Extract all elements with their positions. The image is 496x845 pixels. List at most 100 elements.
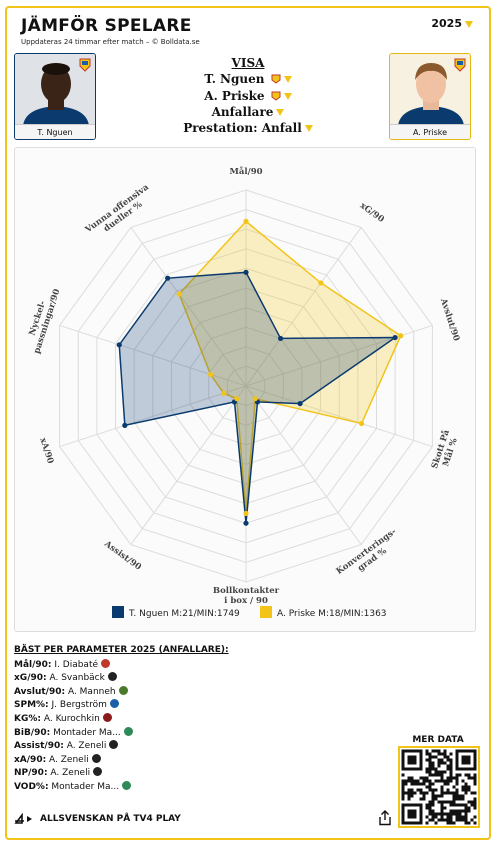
best-param: KG%:	[14, 713, 41, 724]
axis-label: Vunna offensivadueller %	[83, 182, 157, 244]
best-param: NP/90:	[14, 768, 48, 779]
radar-point	[116, 342, 122, 348]
qr-code-image	[401, 749, 477, 825]
axis-label: Nyckel-passningar/90	[23, 285, 63, 355]
radar-point	[398, 333, 404, 339]
best-player: A. Zeneli	[47, 768, 91, 779]
visa-heading: VISA	[231, 56, 265, 70]
year-selector[interactable]: 2025	[431, 17, 473, 30]
best-row: Avslut/90: A. Manneh	[14, 685, 229, 700]
club-badge-icon	[271, 91, 281, 101]
player-card-left[interactable]: T. Nguen	[14, 53, 96, 140]
player-card-right[interactable]: A. Priske	[389, 53, 471, 140]
club-badge-icon	[118, 685, 128, 695]
tv4-play-link[interactable]: ALLSVENSKAN PÅ TV4 PLAY	[14, 813, 181, 825]
radar-point	[234, 396, 240, 402]
axis-label: xA/90	[37, 437, 55, 465]
radar-spoke	[245, 385, 362, 545]
tv4-logo-icon	[14, 813, 32, 824]
best-player: Montader Ma...	[50, 727, 121, 738]
radar-point	[176, 291, 182, 297]
club-badge-icon	[102, 712, 112, 722]
best-player: A. Kurochkin	[40, 713, 100, 724]
radar-chart: Mål/90 xG/90 Avslut/90 Skott PåMål % Konvert…	[14, 147, 476, 632]
radar-spoke	[59, 385, 247, 448]
club-badge-icon	[271, 74, 281, 84]
club-badge-icon	[122, 780, 132, 790]
club-badge-icon	[93, 767, 103, 777]
chevron-down-icon	[283, 76, 292, 84]
radar-point	[243, 269, 249, 275]
best-row: BiB/90: Montader Ma...	[14, 726, 229, 741]
chevron-down-icon	[283, 92, 292, 100]
best-param: VOD%:	[14, 781, 49, 792]
radar-point	[243, 218, 249, 224]
best-heading: BÄST PER PARAMETER 2025 (ANFALLARE):	[14, 645, 229, 655]
update-note: Uppdateras 24 timmar efter match – © Bol…	[21, 38, 200, 46]
axis-label: Bollkontakter i box / 90	[213, 586, 280, 606]
legend-swatch	[260, 606, 272, 618]
best-player: Montader Ma...	[48, 781, 120, 792]
share-icon[interactable]	[378, 810, 392, 826]
club-badge-icon	[109, 740, 119, 750]
radar-point	[277, 335, 284, 342]
best-param: SPM%:	[14, 700, 49, 711]
radar-point	[392, 334, 398, 341]
best-param: xA/90:	[14, 754, 47, 765]
chevron-down-icon	[465, 20, 473, 28]
club-badge-icon	[107, 672, 117, 682]
best-player: A. Svanbäck	[46, 673, 105, 684]
player-name-right: A. Priske	[390, 124, 470, 139]
radar-point	[165, 275, 171, 281]
radar-spoke	[245, 227, 362, 387]
best-row: Mål/90: I. Diabaté	[14, 658, 229, 673]
best-row: Assist/90: A. Zeneli	[14, 740, 229, 754]
radar-point	[243, 520, 249, 526]
best-row: SPM%: J. Bergström	[14, 699, 229, 713]
legend-label: A. Priske M:18/MIN:1363	[277, 609, 387, 619]
best-per-parameter: BÄST PER PARAMETER 2025 (ANFALLARE): Mål…	[14, 644, 229, 795]
player2-selector[interactable]: A. Priske	[160, 88, 336, 104]
best-row: KG%: A. Kurochkin	[14, 712, 229, 727]
best-row: xA/90: A. Zeneli	[14, 753, 229, 768]
prestation-value: Prestation: Anfall	[183, 121, 302, 136]
axis-label: Mål/90	[229, 165, 262, 177]
player-name-left: T. Nguen	[15, 124, 95, 139]
prestation-selector[interactable]: Prestation: Anfall	[160, 120, 336, 136]
club-badge-icon	[101, 658, 111, 668]
visa-panel: VISA T. Nguen A. Priske Anfallare Presta…	[160, 55, 336, 136]
radar-point	[243, 510, 249, 516]
best-row: NP/90: A. Zeneli	[14, 767, 229, 781]
radar-point	[207, 371, 214, 378]
best-player: I. Diabaté	[51, 659, 99, 670]
radar-spoke	[130, 227, 247, 387]
club-badge-icon	[91, 753, 101, 763]
best-player: J. Bergström	[48, 700, 107, 711]
radar-spoke	[59, 324, 247, 387]
position-selector[interactable]: Anfallare	[160, 104, 336, 120]
year-value: 2025	[431, 17, 462, 30]
legend-swatch	[112, 606, 124, 618]
radar-point	[122, 422, 128, 428]
best-param: BiB/90:	[14, 727, 51, 738]
best-param: Assist/90:	[14, 741, 64, 752]
best-player: A. Zeneli	[46, 754, 89, 765]
player1-value: T. Nguen	[204, 72, 265, 87]
qr-code[interactable]	[398, 746, 480, 828]
best-row: VOD%: Montader Ma...	[14, 780, 229, 795]
player1-selector[interactable]: T. Nguen	[160, 71, 336, 87]
axis-label: Konverterings-grad %	[335, 527, 405, 585]
radar-spoke	[245, 385, 433, 448]
more-data-label: MER DATA	[412, 735, 464, 745]
radar-svg: Mål/90 xG/90 Avslut/90 Skott PåMål % Konvert…	[23, 165, 462, 619]
page-title: JÄMFÖR SPELARE	[21, 16, 192, 36]
best-param: xG/90:	[14, 673, 47, 684]
axis-label: xG/90	[358, 201, 386, 225]
best-row: xG/90: A. Svanbäck	[14, 672, 229, 686]
club-badge-icon	[79, 58, 91, 72]
radar-point	[358, 420, 365, 427]
position-value: Anfallare	[211, 104, 274, 119]
radar-point	[318, 280, 324, 286]
axis-label: Avslut/90	[438, 296, 462, 342]
best-player: A. Zeneli	[63, 741, 107, 752]
